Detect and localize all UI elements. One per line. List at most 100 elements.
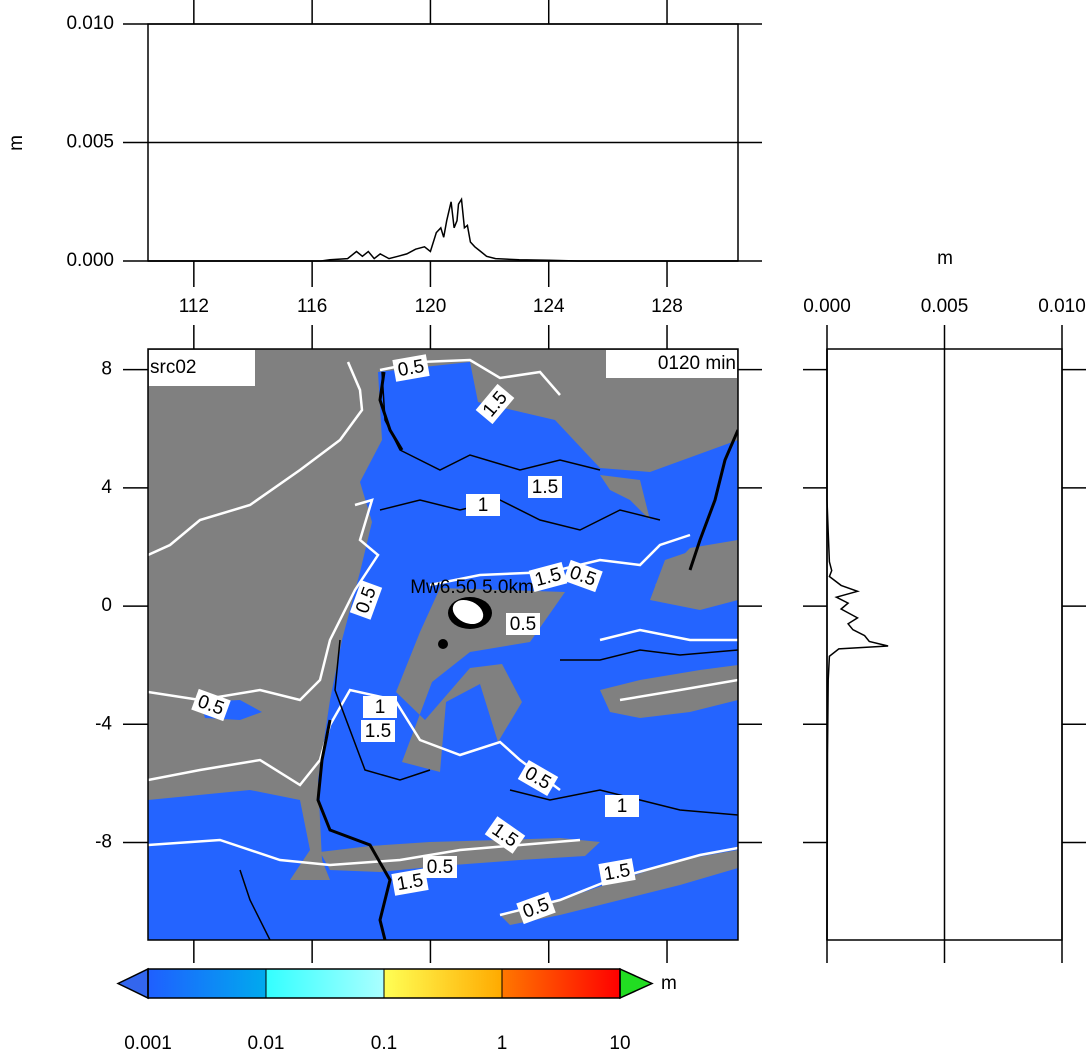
colorbar-segment xyxy=(148,969,266,998)
contour-label-text: 1 xyxy=(478,495,489,516)
contour-label-box xyxy=(605,795,639,817)
map-area: 0.51.511.51.5 0.50.50.50.5 11.50.511.51.50… xyxy=(148,349,738,940)
y-tick-label: 0.000 xyxy=(66,250,114,271)
map-title: src02 xyxy=(150,357,196,378)
contour-label-box xyxy=(475,383,515,425)
colorbar-over xyxy=(619,967,654,1000)
contour-label-text: 1.5 xyxy=(365,721,391,742)
profile-line xyxy=(148,197,738,262)
coast xyxy=(378,371,404,451)
contour-label: 0.5 xyxy=(423,856,457,878)
island xyxy=(650,540,738,610)
contour-label-box xyxy=(484,816,526,854)
contour-label-text: 1 xyxy=(375,697,386,718)
contour-label-box xyxy=(361,720,395,742)
contour xyxy=(148,361,364,557)
colorbar-segment xyxy=(502,969,620,998)
x-axis-label: m xyxy=(937,248,953,269)
contour-label-box xyxy=(598,858,636,886)
y-tick-label: 0.010 xyxy=(66,13,114,34)
contour-label-text: 0.5 xyxy=(396,356,426,381)
contour-label-box xyxy=(528,476,562,498)
contour-label-text: 1.5 xyxy=(602,860,632,885)
coast xyxy=(316,719,392,940)
contour xyxy=(429,533,691,587)
colorbar-segment xyxy=(384,969,502,998)
y-tick-label: 4 xyxy=(101,477,112,498)
x-tick-label: 0.005 xyxy=(921,296,969,317)
x-tick-label: 116 xyxy=(297,296,327,317)
x-tick-label: 120 xyxy=(415,296,447,317)
island xyxy=(320,838,600,872)
y-tick-label: 0 xyxy=(101,595,112,616)
colorbar-unit: m xyxy=(661,973,677,994)
colorbar-label: 0.01 xyxy=(248,1033,285,1054)
x-tick-label: 112 xyxy=(179,296,209,317)
contour-label-box xyxy=(423,856,457,878)
colorbar-segment xyxy=(266,969,384,998)
coast xyxy=(688,429,738,571)
contour xyxy=(334,639,431,781)
island xyxy=(500,850,738,925)
island xyxy=(600,475,650,520)
contour-label: 1.5 xyxy=(391,868,429,896)
contour-label: 1.5 xyxy=(528,476,562,498)
colorbar-label: 10 xyxy=(609,1033,630,1054)
contour-label-box xyxy=(466,494,500,516)
contour-label: 0.5 xyxy=(506,613,540,635)
time-label: 0120 min xyxy=(658,353,736,374)
top-profile-frame xyxy=(147,23,739,262)
contour-white xyxy=(148,358,738,917)
contour xyxy=(148,498,380,702)
contour-label-box xyxy=(363,696,397,718)
right-profile-frame xyxy=(826,348,1063,941)
contour-label: 1 xyxy=(363,696,397,718)
y-axis-label: m xyxy=(6,135,27,151)
contour-label-text: 1.5 xyxy=(395,870,425,895)
coastline xyxy=(316,371,738,940)
contour xyxy=(560,649,738,661)
contour-label-box xyxy=(392,354,430,382)
sea xyxy=(148,790,310,880)
contour xyxy=(379,499,661,531)
contour-label-text: 1 xyxy=(617,796,628,817)
contour-label-box xyxy=(349,580,383,620)
time-box xyxy=(606,350,737,378)
contour-label-text: 0.5 xyxy=(510,614,536,635)
contour-label-box xyxy=(517,759,559,797)
map-frame xyxy=(147,348,739,941)
contour-label-box xyxy=(516,891,556,925)
contour-label: 0.5 xyxy=(392,354,430,382)
x-tick-label: 128 xyxy=(651,296,683,317)
contour-label: 1.5 xyxy=(598,858,636,886)
contour-label-box xyxy=(528,561,568,593)
y-tick-label: -4 xyxy=(95,713,112,734)
contour-label-text: 1.5 xyxy=(532,477,558,498)
colorbar-label: 0.1 xyxy=(371,1033,397,1054)
source-mechanism xyxy=(438,597,492,649)
contour-label-box xyxy=(191,688,231,722)
profile-line xyxy=(826,349,889,941)
contour-label-box xyxy=(391,868,429,896)
title-box xyxy=(149,350,255,386)
contour-label-text: 0.5 xyxy=(427,857,453,878)
source-label: Mw6.50 5.0km xyxy=(410,577,534,598)
colorbar-under xyxy=(116,967,149,1000)
colorbar-label: 0.001 xyxy=(124,1033,172,1054)
y-tick-label: 8 xyxy=(101,359,112,380)
epicenter xyxy=(438,639,448,649)
contour-label-box xyxy=(563,559,603,593)
y-tick-label: -8 xyxy=(95,832,112,853)
contour xyxy=(599,628,738,642)
y-tick-label: 0.005 xyxy=(66,132,114,153)
contour xyxy=(148,688,561,791)
x-tick-label: 0.010 xyxy=(1038,296,1086,317)
colorbar-label: 1 xyxy=(497,1033,508,1054)
contour xyxy=(239,869,271,940)
x-tick-label: 0.000 xyxy=(803,296,851,317)
contour-label: 1 xyxy=(605,795,639,817)
beachball xyxy=(452,599,484,625)
contour-label: 1 xyxy=(466,494,500,516)
